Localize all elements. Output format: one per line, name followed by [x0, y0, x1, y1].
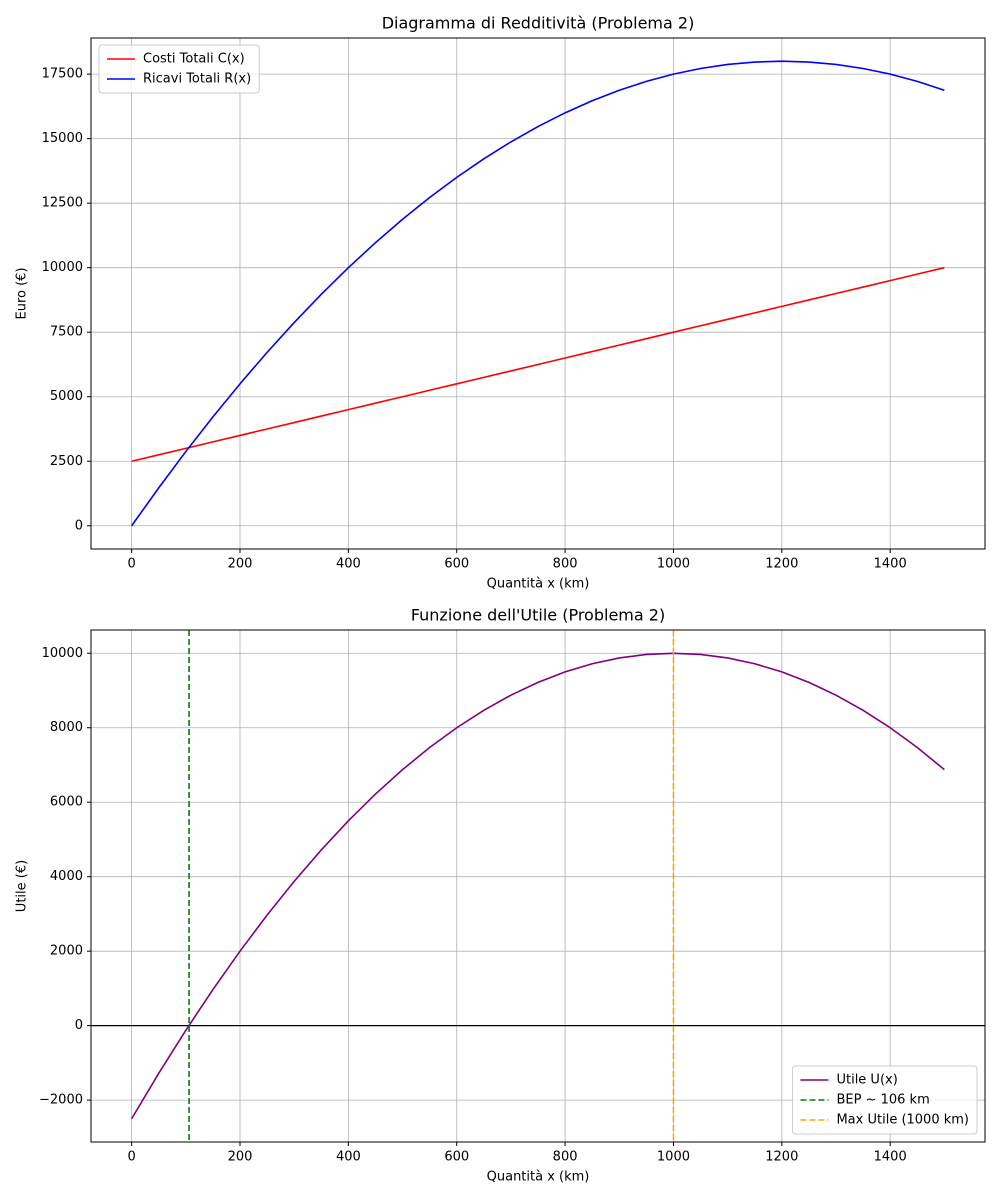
chart: 0 200 400 600 800 1000 1200 1400 −2000 0 2000 4000 6…	[15, 606, 986, 1185]
legend: Costi Totali C(x) Ricavi Totali R(x)	[98, 44, 260, 94]
legend: Utile U(x) BEP ~ 106 km Max Utile (1000 km…	[791, 1065, 978, 1135]
y-tick-label: 17500	[42, 67, 83, 82]
x-tick-label: 600	[444, 557, 469, 572]
y-tick-label: 2000	[50, 944, 83, 959]
plot-frame	[90, 629, 986, 1143]
line-series	[130, 60, 945, 527]
chart-title: Diagramma di Redditività (Problema 2)	[382, 14, 695, 33]
legend-box	[791, 1065, 978, 1135]
y-tick-label: 4000	[50, 869, 83, 884]
x-tick-label: 0	[127, 557, 135, 572]
x-tick-label: 1000	[657, 557, 690, 572]
y-tick-label: 8000	[50, 720, 83, 735]
x-tick-label: 1200	[765, 1150, 798, 1165]
y-tick-label: 10000	[42, 260, 83, 275]
line-series	[131, 266, 945, 463]
y-tick-label: 10000	[42, 646, 83, 661]
plot-area	[91, 38, 985, 549]
y-tick-label: 6000	[50, 795, 83, 810]
x-tick-label: 1400	[874, 1150, 907, 1165]
x-tick-label: 800	[553, 557, 578, 572]
y-tick-label: 0	[75, 518, 83, 533]
y-tick-label: 15000	[42, 131, 83, 146]
y-tick-label: 12500	[42, 196, 83, 211]
x-axis-label: Quantità x (km)	[487, 1170, 590, 1185]
y-tick-label: −2000	[39, 1093, 83, 1108]
y-axis-label: Utile (€)	[15, 860, 30, 912]
legend-label: Ricavi Totali R(x)	[143, 72, 251, 87]
y-tick-label: 7500	[50, 325, 83, 340]
chart: 0 200 400 600 800 1000 1200 1400 0 2500 5000 7500 10…	[15, 14, 986, 592]
x-tick-label: 400	[336, 1150, 361, 1165]
plot-frame	[90, 37, 986, 550]
chart-title: Funzione dell'Utile (Problema 2)	[411, 606, 665, 625]
x-tick-label: 1000	[657, 1150, 690, 1165]
x-tick-label: 800	[553, 1150, 578, 1165]
y-tick-label: 0	[75, 1018, 83, 1033]
x-tick-label: 200	[228, 1150, 253, 1165]
y-tick-label: 2500	[50, 454, 83, 469]
legend-box	[98, 44, 260, 94]
line-series	[130, 652, 945, 1120]
x-tick-label: 400	[336, 557, 361, 572]
x-tick-label: 0	[127, 1150, 135, 1165]
x-tick-label: 1200	[765, 557, 798, 572]
legend-label: BEP ~ 106 km	[836, 1093, 929, 1108]
x-tick-label: 200	[228, 557, 253, 572]
x-axis-label: Quantità x (km)	[487, 577, 590, 592]
y-tick-label: 5000	[50, 389, 83, 404]
legend-label: Costi Totali C(x)	[143, 52, 245, 67]
x-tick-label: 1400	[874, 557, 907, 572]
legend-label: Utile U(x)	[836, 1073, 897, 1088]
y-axis-label: Euro (€)	[15, 267, 30, 319]
legend-label: Max Utile (1000 km)	[836, 1113, 969, 1128]
plot-area	[91, 630, 985, 1142]
x-tick-label: 600	[444, 1150, 469, 1165]
